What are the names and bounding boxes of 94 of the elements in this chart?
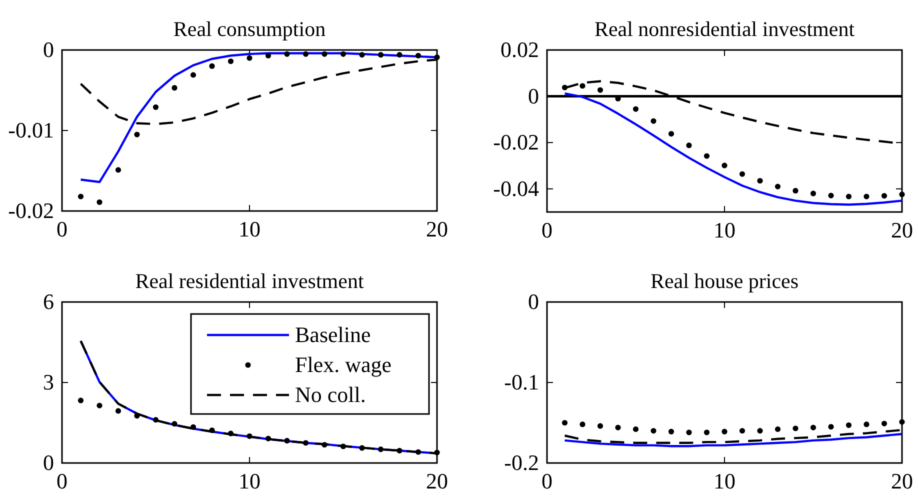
y-tick-label: 0 [43,450,54,476]
point [597,87,604,93]
point [881,193,888,199]
y-tick-label: -0.2 [504,450,539,476]
point [881,420,888,426]
point [792,426,798,432]
chart-title: Real residential investment [135,269,364,293]
y-tick-label: 6 [43,289,54,314]
x-tick-label: 20 [891,218,913,243]
y-tick-label: -0.02 [8,198,54,224]
x-tick-label: 10 [714,468,736,494]
y-tick-label: 0 [43,37,54,62]
point [704,153,710,159]
point [686,142,692,148]
point [810,190,816,196]
y-tick-label: 0.02 [500,37,539,62]
point [597,423,604,429]
x-tick-label: 10 [714,218,736,243]
y-tick-label: -0.1 [504,370,539,395]
point [96,199,102,205]
point [562,420,568,426]
point [650,118,656,124]
legend-label: Flex. wage [295,352,392,377]
point [284,51,290,57]
point [810,424,816,430]
legend-label: No coll. [295,382,366,407]
point [722,428,728,434]
line-series [564,432,904,448]
point [580,83,586,89]
point [115,408,122,414]
point [209,63,215,69]
point [359,52,365,58]
point [378,446,384,452]
point [284,438,290,444]
legend-label: Baseline [295,322,371,347]
point [378,52,384,58]
point [322,51,328,57]
point [340,51,346,57]
point [396,52,402,58]
point [739,428,746,434]
y-tick-label: 3 [43,370,54,395]
x-tick-label: 20 [426,468,448,494]
point [134,132,140,138]
chart-title: Real consumption [173,17,326,41]
x-tick-label: 20 [426,216,448,242]
x-tick-label: 10 [238,216,260,242]
y-tick-label: 0 [528,289,539,314]
point [846,194,852,200]
chart-title: Real house prices [650,269,799,293]
y-tick-label: -0.01 [8,118,54,143]
x-tick-label: 20 [891,468,913,494]
point [668,428,674,434]
y-tick-label: -0.02 [493,130,539,155]
point [828,192,834,198]
point [415,52,422,58]
point [615,424,621,430]
point [172,85,178,91]
y-tick-label: -0.04 [493,176,539,201]
point [246,55,252,61]
point [899,419,905,425]
point [78,398,84,404]
point [792,188,798,194]
point [686,430,692,436]
point [632,106,639,112]
point [774,184,781,190]
point [757,428,763,434]
point [115,167,122,173]
point [774,426,781,432]
point [846,422,852,428]
point [302,51,309,57]
point [668,130,674,137]
point [190,72,196,78]
point [228,58,234,64]
line-series [564,92,904,206]
point [828,424,834,430]
point [152,104,159,110]
point [172,421,178,427]
point [704,430,710,436]
point [757,178,763,184]
point [722,162,728,168]
point [864,194,870,200]
point [739,171,746,177]
point [265,52,272,58]
point [632,426,639,432]
y-tick-label: 0 [528,83,539,108]
x-tick-label: 10 [238,468,260,494]
point [96,402,102,408]
chart-title: Real nonresidential investment [594,17,855,41]
point [899,192,905,198]
point [78,194,84,200]
point [396,448,402,454]
point [650,428,656,434]
point [580,422,586,428]
point [864,422,870,428]
